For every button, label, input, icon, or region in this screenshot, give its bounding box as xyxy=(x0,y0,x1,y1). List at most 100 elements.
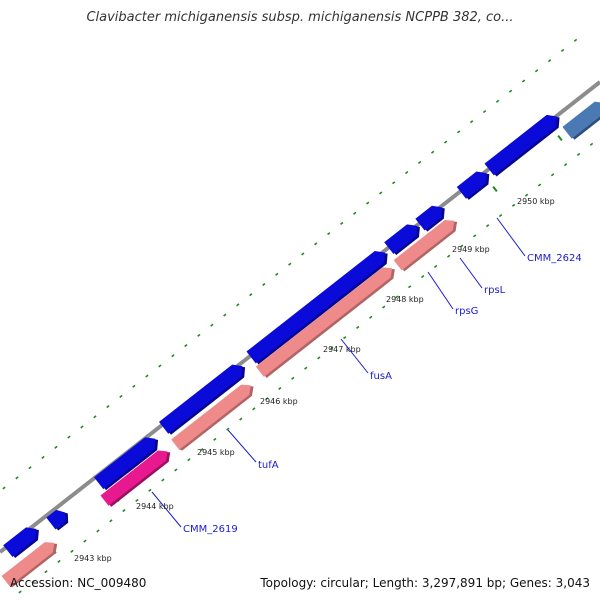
tick-dot xyxy=(174,468,178,472)
tick-dot xyxy=(369,315,373,319)
gene-features[interactable] xyxy=(1,96,600,588)
tick-dot xyxy=(93,415,97,419)
scale-label-2946: 2946 kbp xyxy=(260,397,298,406)
tick-dot xyxy=(80,425,84,429)
gene-label-cmm2624[interactable]: CMM_2624 xyxy=(527,253,582,264)
tick-dot xyxy=(18,590,22,594)
scale-label-2950: 2950 kbp xyxy=(517,197,555,206)
cds-forward-6-body[interactable] xyxy=(384,220,422,255)
tick-dot xyxy=(213,437,217,441)
tick-dot xyxy=(573,38,578,42)
tick-dot xyxy=(446,254,451,258)
tick-dot xyxy=(382,305,386,309)
cds-forward-1[interactable] xyxy=(3,522,43,559)
cds-forward-7-body[interactable] xyxy=(415,201,446,231)
gene-forward-2-body[interactable] xyxy=(171,380,255,450)
cds-forward-4-body[interactable] xyxy=(159,360,247,434)
tick-dot xyxy=(314,242,318,246)
gene-forward-1[interactable] xyxy=(1,537,62,588)
tick-dot xyxy=(249,293,253,297)
tick-dot xyxy=(495,99,500,103)
tick-dot xyxy=(589,142,594,146)
tick-dot xyxy=(353,211,357,215)
tick-dot xyxy=(301,252,305,256)
tick-dot xyxy=(417,160,422,164)
tick-dot xyxy=(482,109,487,114)
gene-forward-3[interactable] xyxy=(255,262,399,379)
scale-label-2945: 2945 kbp xyxy=(197,448,235,457)
tick-dot xyxy=(563,163,568,167)
tick-dot xyxy=(521,79,526,83)
pseudo-gene-body[interactable] xyxy=(100,446,172,506)
feature-other[interactable] xyxy=(562,96,600,140)
cds-forward-7[interactable] xyxy=(415,201,449,233)
tick-dot xyxy=(67,435,71,439)
cds-forward-8[interactable] xyxy=(456,166,494,200)
tick-dot xyxy=(343,336,347,340)
tick-dot xyxy=(459,244,464,248)
cds-forward-6[interactable] xyxy=(384,219,424,256)
tick-dot xyxy=(70,549,74,553)
gene-labels[interactable]: CMM_2619 tufA fusA rpsG rpsL CMM_2624 xyxy=(183,253,582,535)
major-tick xyxy=(492,186,498,192)
tick-dot xyxy=(54,445,58,449)
tick-dot xyxy=(498,213,503,218)
cds-forward-8-body[interactable] xyxy=(456,167,491,199)
cds-forward-2-body[interactable] xyxy=(46,507,69,530)
tick-dot xyxy=(327,232,331,236)
tick-dot xyxy=(265,397,269,401)
cds-forward-2[interactable] xyxy=(46,506,72,532)
tick-dot xyxy=(560,48,565,53)
tick-dot xyxy=(456,130,461,134)
tick-dot xyxy=(200,447,204,452)
tick-dot xyxy=(443,140,448,144)
gene-label-tufa[interactable]: tufA xyxy=(258,460,279,471)
major-tick xyxy=(557,135,563,141)
cds-forward-3-body[interactable] xyxy=(94,433,160,490)
tick-dot xyxy=(197,333,201,337)
tick-dot xyxy=(395,295,399,299)
tick-dot xyxy=(83,539,87,543)
gene-forward-2[interactable] xyxy=(171,379,257,451)
scale-label-2949: 2949 kbp xyxy=(452,245,490,254)
tick-dot xyxy=(41,455,45,460)
tick-dot xyxy=(28,466,32,470)
gene-label-fusa[interactable]: fusA xyxy=(370,371,392,382)
cds-forward-5[interactable] xyxy=(246,246,392,366)
gene-forward-4[interactable] xyxy=(393,215,461,273)
tick-dot xyxy=(508,89,513,93)
tick-dot xyxy=(226,427,230,431)
tick-dot xyxy=(288,262,292,266)
tick-dot xyxy=(15,476,19,480)
feature-other-body[interactable] xyxy=(562,97,600,139)
gene-label-cmm2619[interactable]: CMM_2619 xyxy=(183,524,238,535)
tick-dot xyxy=(145,374,149,378)
tick-dot xyxy=(132,384,136,388)
cds-forward-5-body[interactable] xyxy=(246,247,389,364)
tick-dot xyxy=(547,59,552,63)
topology-stats-text: Topology: circular; Length: 3,297,891 bp… xyxy=(260,576,590,590)
gene-forward-3-body[interactable] xyxy=(255,263,396,377)
tick-dot xyxy=(210,323,214,327)
cds-forward-9[interactable] xyxy=(484,110,565,178)
leader-line xyxy=(227,429,257,463)
tick-dot xyxy=(252,407,256,411)
tick-dot xyxy=(96,529,100,533)
cds-forward-1-body[interactable] xyxy=(3,523,41,558)
gene-label-rpsl[interactable]: rpsL xyxy=(484,285,506,296)
gene-forward-1-body[interactable] xyxy=(1,538,59,587)
tick-dot xyxy=(236,303,240,307)
tick-dot xyxy=(472,234,477,238)
gene-forward-4-body[interactable] xyxy=(393,216,459,271)
tick-dot xyxy=(485,224,490,228)
pseudo-gene[interactable] xyxy=(100,445,175,507)
tick-dot xyxy=(106,405,110,409)
tick-dot xyxy=(262,282,266,287)
cds-forward-3[interactable] xyxy=(94,432,163,491)
cds-forward-4[interactable] xyxy=(159,359,250,435)
cds-forward-9-body[interactable] xyxy=(484,111,562,176)
gene-label-rpsg[interactable]: rpsG xyxy=(455,306,478,317)
scale-label-2943: 2943 kbp xyxy=(74,554,112,563)
tick-dot xyxy=(2,486,6,490)
